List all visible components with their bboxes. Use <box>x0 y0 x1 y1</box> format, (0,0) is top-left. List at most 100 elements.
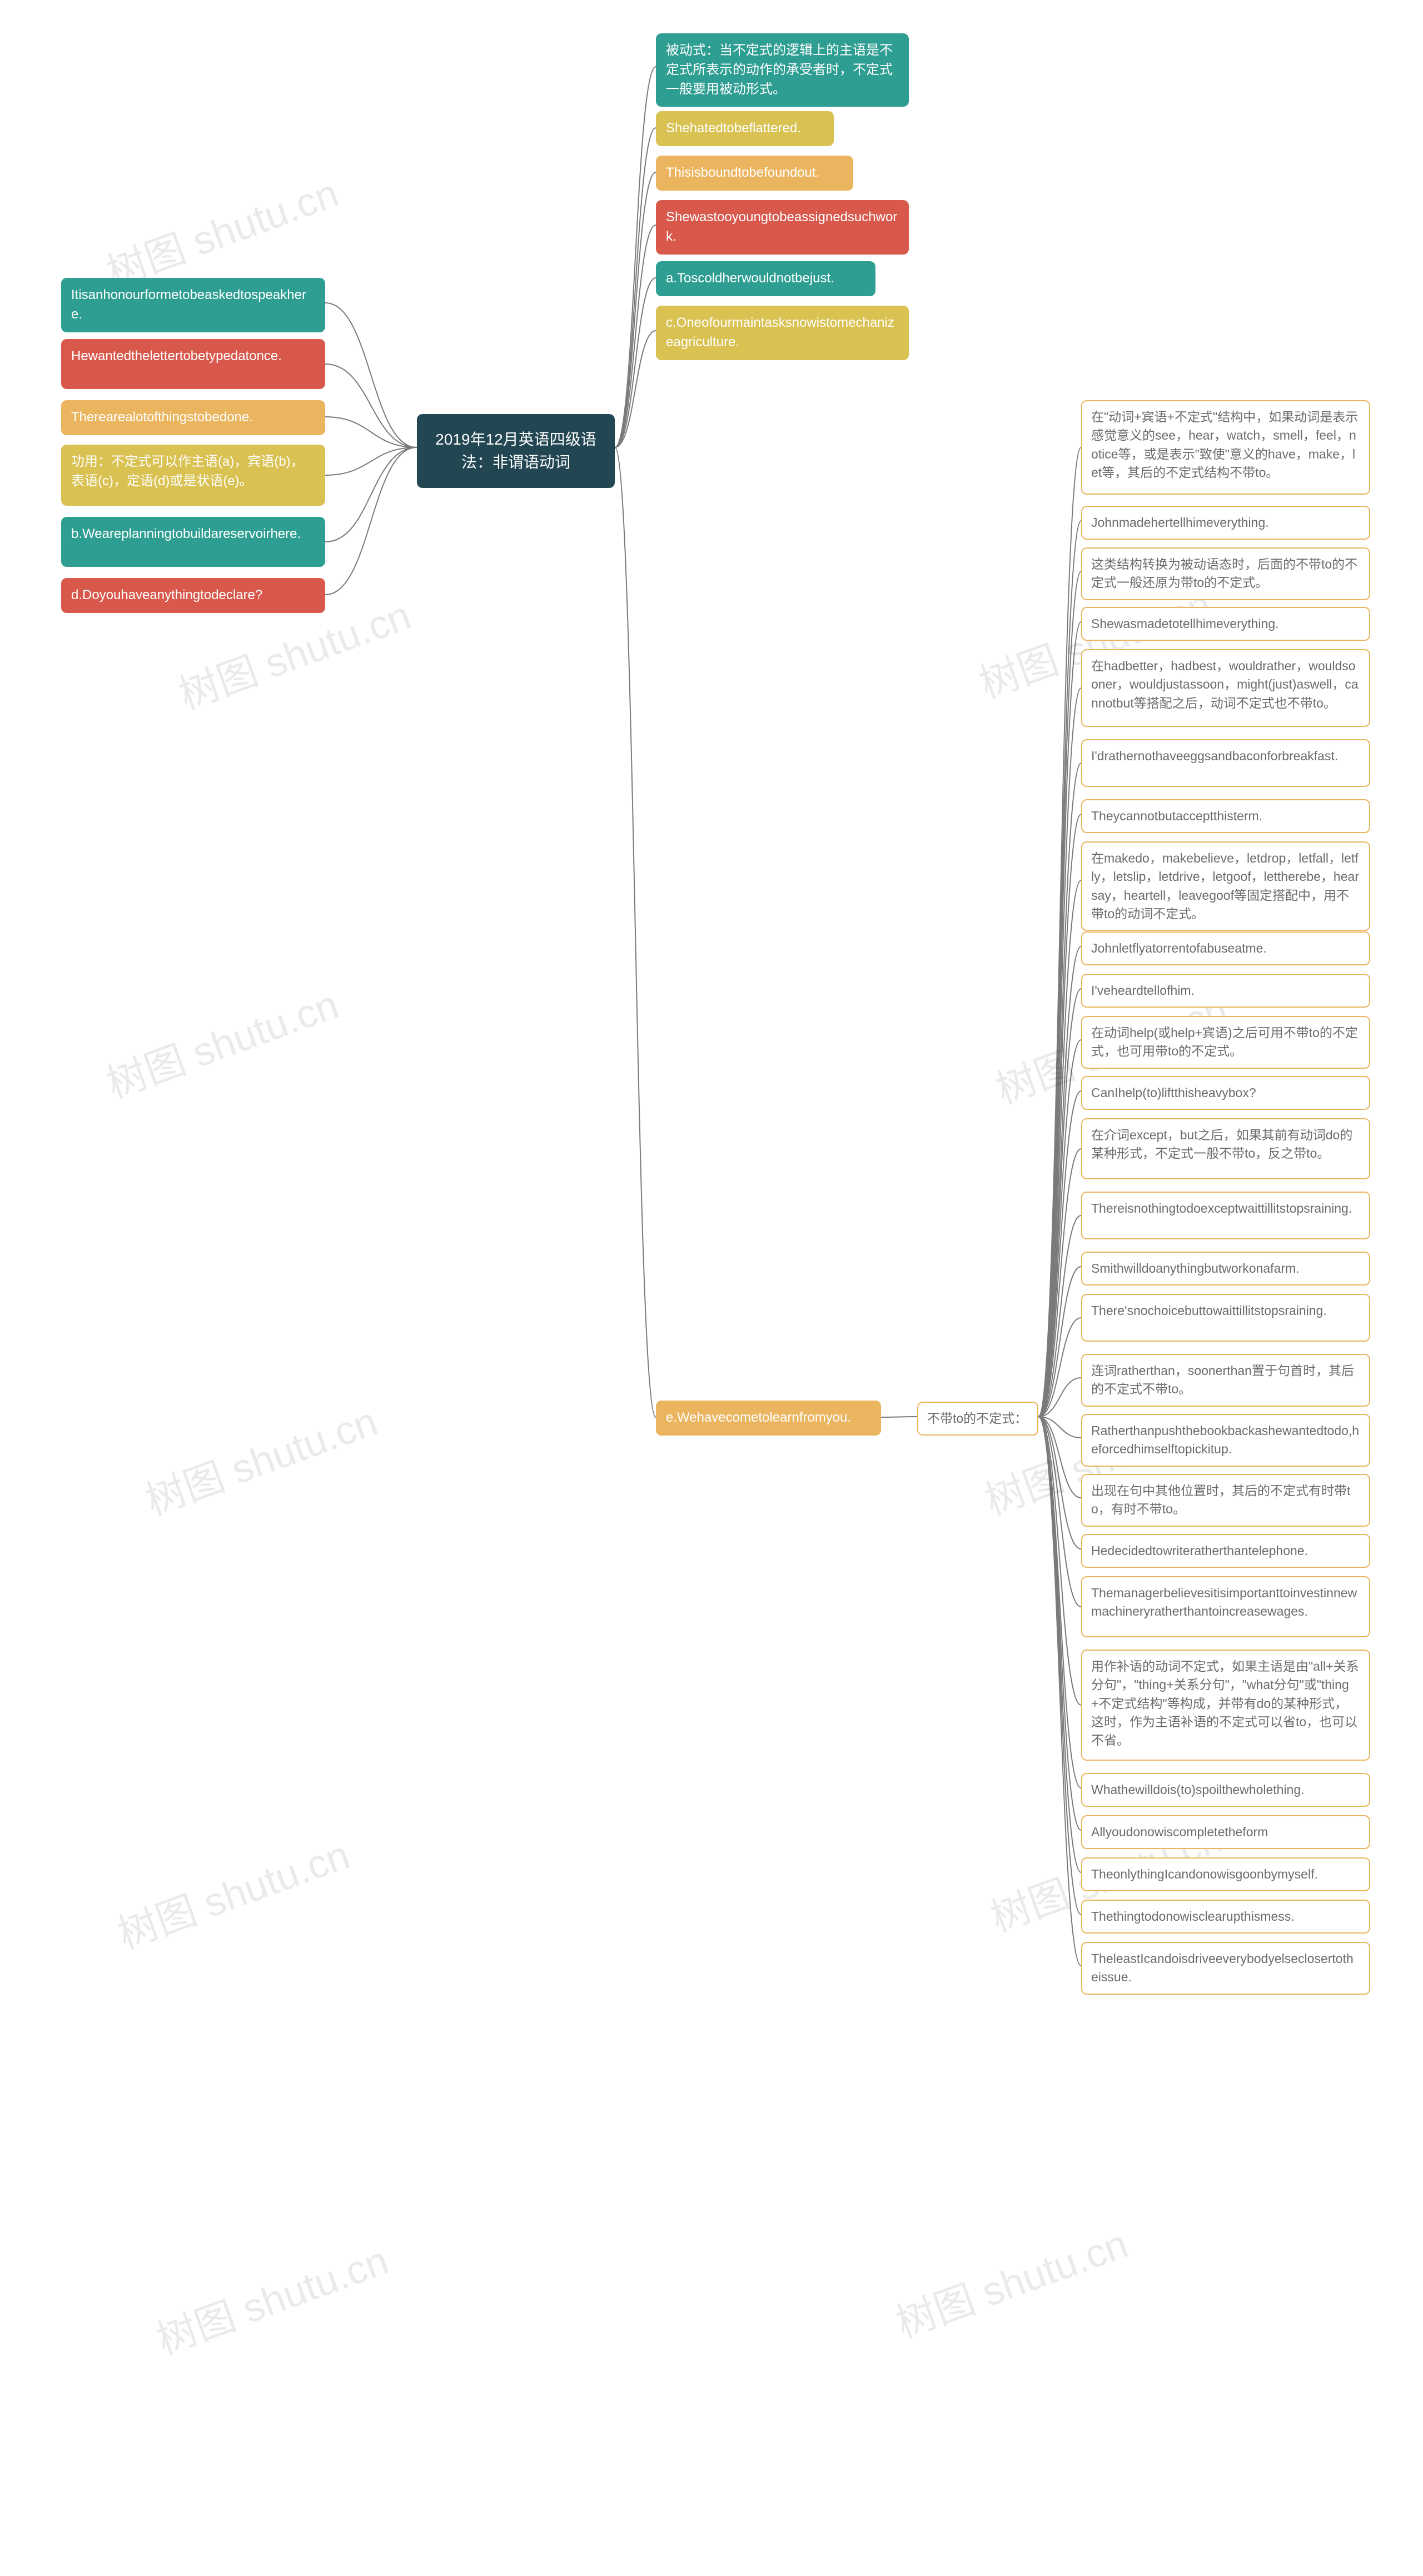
node-R26[interactable]: Thethingtodonowisclearupthismess. <box>1081 1900 1370 1934</box>
node-R2[interactable]: Johnmadehertellhimeverything. <box>1081 506 1370 540</box>
node-R7[interactable]: Theycannotbutacceptthisterm. <box>1081 799 1370 833</box>
node-R23[interactable]: Whathewilldois(to)spoilthewholething. <box>1081 1773 1370 1807</box>
watermark: 树图 shutu.cn <box>136 1389 384 1527</box>
connector <box>1038 1417 1081 1549</box>
connector <box>1038 1417 1081 1966</box>
connector <box>615 331 656 447</box>
node-text: 在hadbetter，hadbest，wouldrather，wouldsoon… <box>1091 659 1359 710</box>
node-L6[interactable]: d.Doyouhaveanythingtodeclare? <box>61 578 325 613</box>
node-R19[interactable]: 出现在句中其他位置时，其后的不定式有时带to，有时不带to。 <box>1081 1474 1370 1527</box>
node-text: Smithwilldoanythingbutworkonafarm. <box>1091 1261 1300 1275</box>
node-text: I'veheardtellofhim. <box>1091 983 1195 998</box>
connector <box>615 128 656 447</box>
connector <box>1038 1040 1081 1417</box>
connector <box>1038 1318 1081 1417</box>
node-L1[interactable]: Itisanhonourformetobeaskedtospeakhere. <box>61 278 325 332</box>
node-R27[interactable]: TheleastIcandoisdriveeverybodyelsecloser… <box>1081 1942 1370 1995</box>
node-R4[interactable]: Shewasmadetotellhimeverything. <box>1081 607 1370 641</box>
node-L4[interactable]: 功用：不定式可以作主语(a)，宾语(b)，表语(c)，定语(d)或是状语(e)。 <box>61 445 325 506</box>
node-R24[interactable]: Allyoudonowiscompletetheform <box>1081 1815 1370 1849</box>
connector <box>325 417 417 447</box>
node-R22[interactable]: 用作补语的动词不定式，如果主语是由"all+关系分句"，"thing+关系分句"… <box>1081 1650 1370 1761</box>
node-R18[interactable]: Ratherthanpushthebookbackashewantedtodo,… <box>1081 1414 1370 1467</box>
connector <box>1038 989 1081 1417</box>
node-U2[interactable]: Shehatedtobeflattered. <box>656 111 834 146</box>
mindmap-canvas: 树图 shutu.cn 树图 shutu.cn 树图 shutu.cn 树图 shut… <box>0 0 1423 2576</box>
connector <box>1038 447 1081 1417</box>
node-R6[interactable]: I'drathernothaveeggsandbaconforbreakfast… <box>1081 739 1370 787</box>
node-U6[interactable]: c.Oneofourmaintasksnowistomechanizeagric… <box>656 306 909 360</box>
node-text: 在动词help(或help+宾语)之后可用不带to的不定式，也可用带to的不定式… <box>1091 1025 1358 1058</box>
node-text: TheleastIcandoisdriveeverybodyelsecloser… <box>1091 1951 1354 1984</box>
node-R1[interactable]: 在"动词+宾语+不定式"结构中，如果动词是表示感觉意义的see，hear，wat… <box>1081 400 1370 495</box>
node-R16[interactable]: There'snochoicebuttowaittillitstopsraini… <box>1081 1294 1370 1342</box>
connector <box>1038 622 1081 1417</box>
watermark: 树图 shutu.cn <box>108 1822 356 1960</box>
node-text: Shewasmadetotellhimeverything. <box>1091 616 1279 631</box>
node-U5[interactable]: a.Toscoldherwouldnotbejust. <box>656 261 875 296</box>
node-text: Johnmadehertellhimeverything. <box>1091 515 1269 530</box>
node-text: 2019年12月英语四级语法：非谓语动词 <box>435 431 596 471</box>
node-EH[interactable]: 不带to的不定式： <box>917 1402 1038 1436</box>
connector <box>1038 1267 1081 1417</box>
node-L3[interactable]: Therearealotofthingstobedone. <box>61 400 325 435</box>
connector <box>1038 1417 1081 1872</box>
connector <box>1038 814 1081 1417</box>
node-text: 在"动词+宾语+不定式"结构中，如果动词是表示感觉意义的see，hear，wat… <box>1091 410 1358 480</box>
node-R11[interactable]: 在动词help(或help+宾语)之后可用不带to的不定式，也可用带to的不定式… <box>1081 1016 1370 1069</box>
watermark: 树图 shutu.cn <box>887 2211 1135 2349</box>
connector <box>1038 1378 1081 1417</box>
node-U4[interactable]: Shewastooyoungtobeassignedsuchwork. <box>656 200 909 255</box>
node-U3[interactable]: Thisisboundtobefoundout. <box>656 156 853 191</box>
connector <box>1038 880 1081 1417</box>
connector <box>1038 946 1081 1417</box>
node-text: 在介词except，but之后，如果其前有动词do的某种形式，不定式一般不带to… <box>1091 1128 1352 1160</box>
connector <box>1038 1417 1081 1498</box>
connector <box>1038 521 1081 1417</box>
node-R8[interactable]: 在makedo，makebelieve，letdrop，letfall，letf… <box>1081 841 1370 931</box>
connector <box>1038 1417 1081 1788</box>
connector <box>1038 1417 1081 1438</box>
node-root[interactable]: 2019年12月英语四级语法：非谓语动词 <box>417 414 615 488</box>
node-text: Therearealotofthingstobedone. <box>71 410 253 425</box>
node-R25[interactable]: TheonlythingIcandonowisgoonbymyself. <box>1081 1857 1370 1891</box>
connector <box>325 447 417 542</box>
node-text: Itisanhonourformetobeaskedtospeakhere. <box>71 287 306 322</box>
connector <box>325 364 417 447</box>
node-R14[interactable]: Thereisnothingtodoexceptwaittillitstopsr… <box>1081 1192 1370 1239</box>
node-R13[interactable]: 在介词except，but之后，如果其前有动词do的某种形式，不定式一般不带to… <box>1081 1118 1370 1179</box>
node-R17[interactable]: 连词ratherthan，soonerthan置于句首时，其后的不定式不带to。 <box>1081 1354 1370 1407</box>
watermark: 树图 shutu.cn <box>147 2228 395 2366</box>
node-R15[interactable]: Smithwilldoanythingbutworkonafarm. <box>1081 1252 1370 1285</box>
node-text: Hedecidedtowriteratherthantelephone. <box>1091 1543 1308 1558</box>
node-text: 功用：不定式可以作主语(a)，宾语(b)，表语(c)，定语(d)或是状语(e)。 <box>71 454 304 489</box>
node-text: a.Toscoldherwouldnotbejust. <box>666 271 834 286</box>
node-text: 用作补语的动词不定式，如果主语是由"all+关系分句"，"thing+关系分句"… <box>1091 1659 1359 1747</box>
connector <box>615 225 656 447</box>
node-text: 被动式：当不定式的逻辑上的主语是不定式所表示的动作的承受者时，不定式一般要用被动… <box>666 43 893 97</box>
node-R3[interactable]: 这类结构转换为被动语态时，后面的不带to的不定式一般还原为带to的不定式。 <box>1081 547 1370 600</box>
node-text: CanIhelp(to)liftthisheavybox? <box>1091 1085 1256 1100</box>
node-R5[interactable]: 在hadbetter，hadbest，wouldrather，wouldsoon… <box>1081 649 1370 727</box>
connector <box>1038 763 1081 1417</box>
node-L5[interactable]: b.Weareplanningtobuildareservoirhere. <box>61 517 325 567</box>
node-text: b.Weareplanningtobuildareservoirhere. <box>71 526 301 541</box>
node-U1[interactable]: 被动式：当不定式的逻辑上的主语是不定式所表示的动作的承受者时，不定式一般要用被动… <box>656 33 909 107</box>
connector <box>325 303 417 447</box>
node-text: Shewastooyoungtobeassignedsuchwork. <box>666 210 897 244</box>
connector <box>615 278 656 447</box>
node-text: 这类结构转换为被动语态时，后面的不带to的不定式一般还原为带to的不定式。 <box>1091 557 1357 590</box>
node-text: 在makedo，makebelieve，letdrop，letfall，letf… <box>1091 851 1359 921</box>
connector <box>1038 1091 1081 1417</box>
node-L2[interactable]: Hewantedthelettertobetypedatonce. <box>61 339 325 389</box>
node-E[interactable]: e.Wehavecometolearnfromyou. <box>656 1401 881 1436</box>
node-R9[interactable]: Johnletflyatorrentofabuseatme. <box>1081 931 1370 965</box>
node-R12[interactable]: CanIhelp(to)liftthisheavybox? <box>1081 1076 1370 1110</box>
node-R21[interactable]: Themanagerbelievesitisimportanttoinvesti… <box>1081 1576 1370 1637</box>
node-R10[interactable]: I'veheardtellofhim. <box>1081 974 1370 1008</box>
connector <box>325 447 417 595</box>
node-text: Johnletflyatorrentofabuseatme. <box>1091 941 1267 955</box>
node-text: TheonlythingIcandonowisgoonbymyself. <box>1091 1867 1318 1881</box>
node-R20[interactable]: Hedecidedtowriteratherthantelephone. <box>1081 1534 1370 1568</box>
connector <box>1038 1417 1081 1705</box>
